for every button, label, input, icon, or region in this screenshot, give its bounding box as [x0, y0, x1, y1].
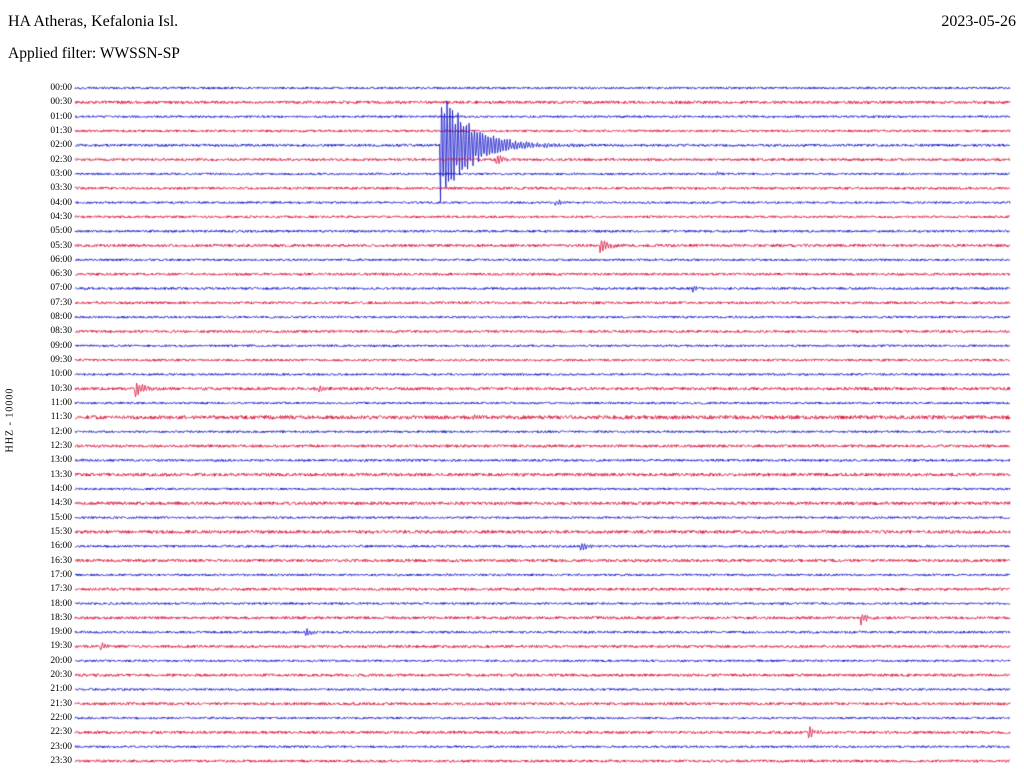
seismogram-traces	[0, 0, 1024, 780]
helicorder-page: { "header": { "station": "HA Atheras, Ke…	[0, 0, 1024, 780]
